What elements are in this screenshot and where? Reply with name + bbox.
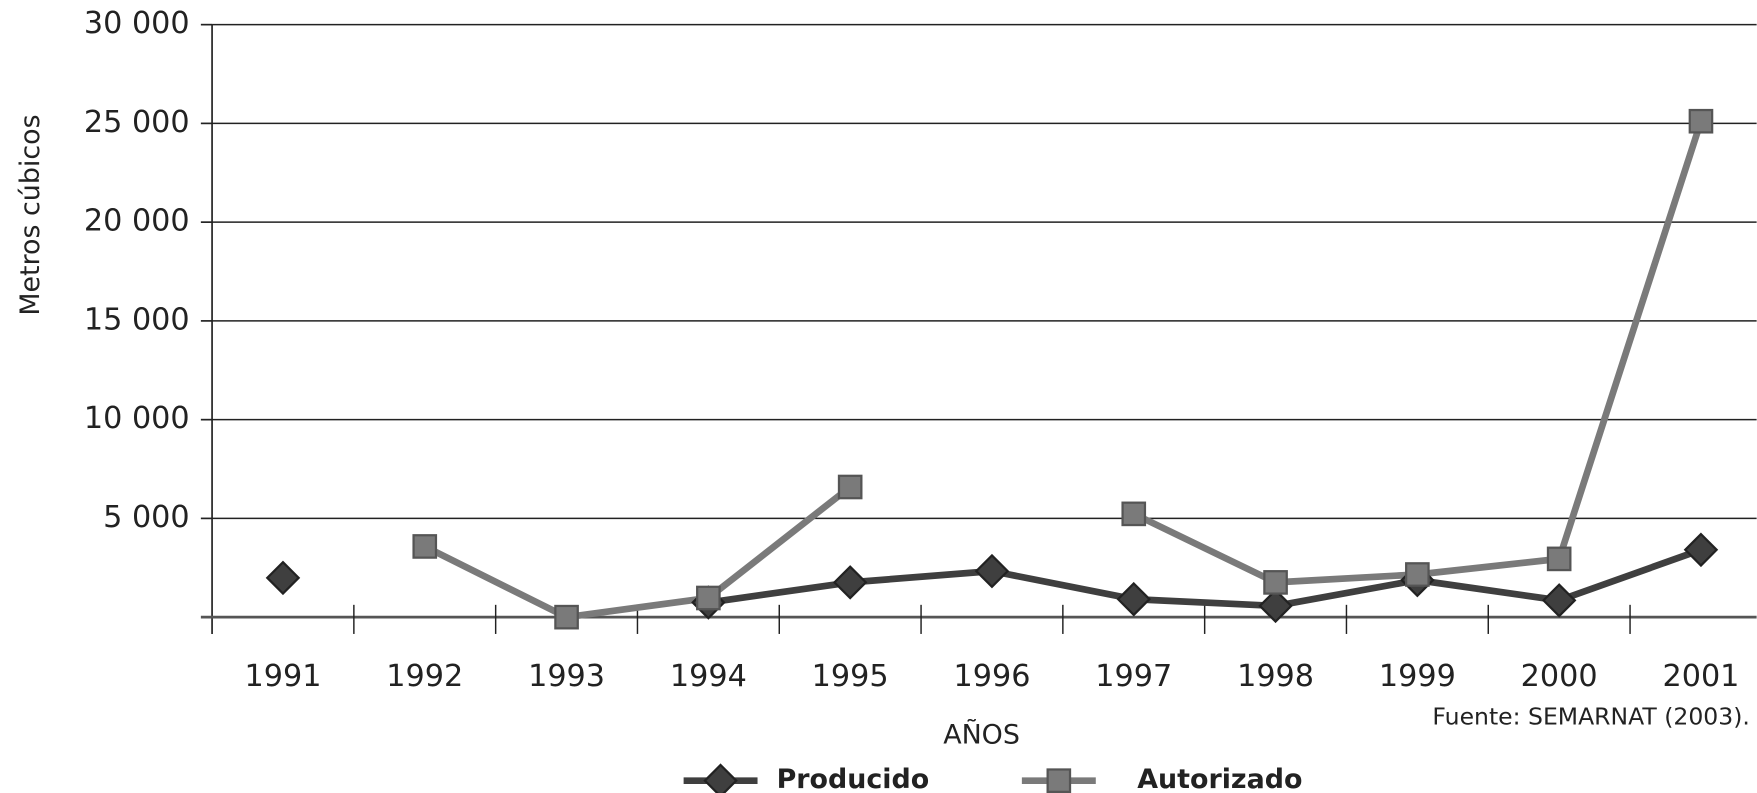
data-point [1121, 501, 1147, 527]
x-tick-label: 1998 [1237, 659, 1314, 694]
data-point [1405, 562, 1430, 587]
x-tick-label: 1993 [528, 659, 605, 694]
x-tick-label: 2000 [1521, 659, 1598, 694]
y-axis-label: Metros cúbicos [15, 114, 46, 315]
data-point [1683, 532, 1719, 568]
data-point [1688, 108, 1714, 134]
x-tick-label: 1995 [812, 659, 889, 694]
y-tick-label: 5 000 [103, 500, 190, 535]
x-tick-label: 1994 [670, 659, 747, 694]
data-point [1263, 570, 1288, 595]
data-point [1258, 588, 1293, 624]
data-point [832, 565, 868, 600]
legend-label: Autorizado [1137, 764, 1302, 793]
data-point [1116, 581, 1152, 617]
data-point [554, 604, 579, 630]
data-point [412, 534, 438, 559]
data-point [1541, 583, 1577, 618]
source-note: Fuente: SEMARNAT (2003). [1432, 702, 1749, 730]
x-tick-label: 1996 [953, 659, 1030, 694]
series-line [423, 120, 1705, 621]
x-axis-label: AÑOS [943, 718, 1020, 750]
y-tick-label: 20 000 [84, 204, 190, 239]
series-line [707, 546, 1703, 610]
data-point [837, 474, 863, 500]
x-tick-label: 1991 [244, 659, 321, 694]
legend-label: Producido [777, 764, 930, 793]
y-tick-label: 15 000 [84, 302, 190, 337]
y-tick-label: 10 000 [84, 401, 190, 436]
legend-marker [703, 763, 738, 793]
data-point [265, 560, 301, 596]
x-tick-label: 1997 [1095, 659, 1172, 694]
data-point [974, 553, 1010, 589]
x-tick-label: 2001 [1662, 659, 1739, 694]
data-point [1546, 546, 1572, 572]
data-point [696, 585, 721, 611]
legend-marker [1046, 768, 1072, 793]
x-tick-label: 1992 [386, 659, 463, 694]
y-tick-label: 25 000 [84, 105, 190, 140]
x-tick-label: 1999 [1379, 659, 1456, 694]
y-tick-label: 30 000 [84, 6, 190, 41]
